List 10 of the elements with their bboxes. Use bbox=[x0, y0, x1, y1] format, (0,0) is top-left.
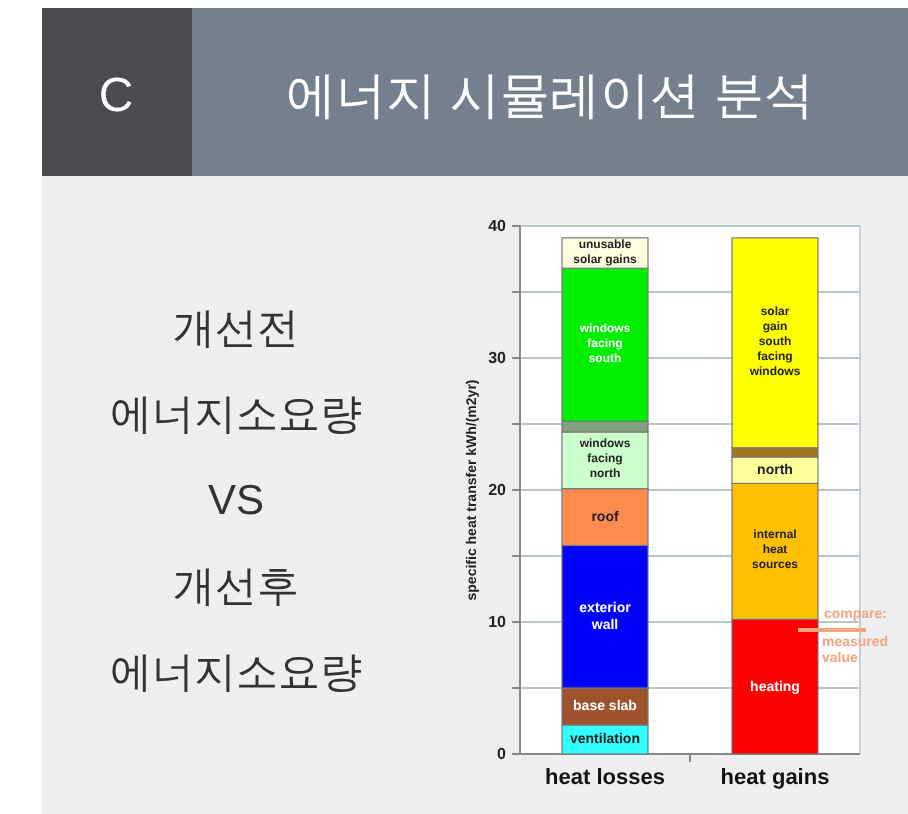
y-tick-label: 20 bbox=[488, 481, 508, 499]
x-tick-label: heat gains bbox=[720, 766, 830, 790]
y-tick-label: 40 bbox=[488, 217, 508, 235]
text: C bbox=[98, 69, 134, 123]
x-tick-label: heat losses bbox=[545, 766, 665, 790]
y-tick-label: 0 bbox=[497, 745, 508, 763]
chart-title: 에너지 시뮬레이션 분석 bbox=[286, 68, 814, 124]
y-tick-label: 10 bbox=[488, 613, 508, 631]
text: 개선전 에너지소요량 VS 개선후 에너지소요량 bbox=[110, 305, 362, 695]
y-tick-label: 30 bbox=[488, 349, 508, 367]
